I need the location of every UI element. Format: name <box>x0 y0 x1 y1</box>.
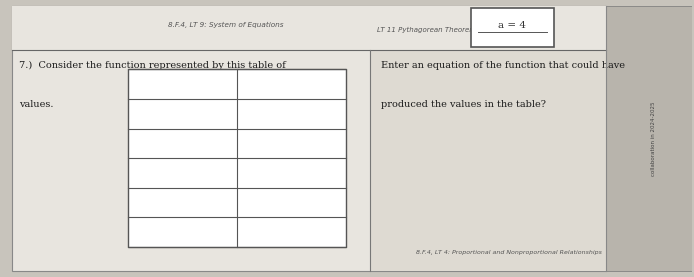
FancyBboxPatch shape <box>370 6 606 271</box>
Text: Enter an equation of the function that could have: Enter an equation of the function that c… <box>380 61 625 70</box>
Text: -9: -9 <box>286 226 297 239</box>
Text: -2: -2 <box>177 166 188 179</box>
Text: -1: -1 <box>177 196 188 209</box>
Text: -3: -3 <box>177 137 188 150</box>
Text: 8.F.4, LT 4: Proportional and Nonproportional Relationships: 8.F.4, LT 4: Proportional and Nonproport… <box>416 250 602 255</box>
FancyBboxPatch shape <box>606 6 692 271</box>
FancyBboxPatch shape <box>12 6 606 271</box>
Text: x: x <box>179 78 186 91</box>
Text: -6: -6 <box>286 196 297 209</box>
Text: 0: 0 <box>288 137 295 150</box>
Text: values.: values. <box>19 100 54 109</box>
FancyBboxPatch shape <box>12 6 606 50</box>
Text: 3: 3 <box>288 107 295 120</box>
Text: y: y <box>288 78 295 91</box>
FancyBboxPatch shape <box>128 69 346 247</box>
Text: 7.)  Consider the function represented by this table of: 7.) Consider the function represented by… <box>19 61 286 70</box>
Text: a = 4: a = 4 <box>498 21 526 30</box>
Text: 0: 0 <box>179 226 186 239</box>
Text: produced the values in the table?: produced the values in the table? <box>380 100 545 109</box>
Text: -4: -4 <box>177 107 188 120</box>
Text: -3: -3 <box>286 166 297 179</box>
FancyBboxPatch shape <box>471 8 554 47</box>
Text: LT 11 Pythagorean Theorem: LT 11 Pythagorean Theorem <box>377 27 476 33</box>
Text: 8.F.4, LT 9: System of Equations: 8.F.4, LT 9: System of Equations <box>168 22 284 28</box>
Text: collaboration in 2024-2025: collaboration in 2024-2025 <box>652 101 657 176</box>
